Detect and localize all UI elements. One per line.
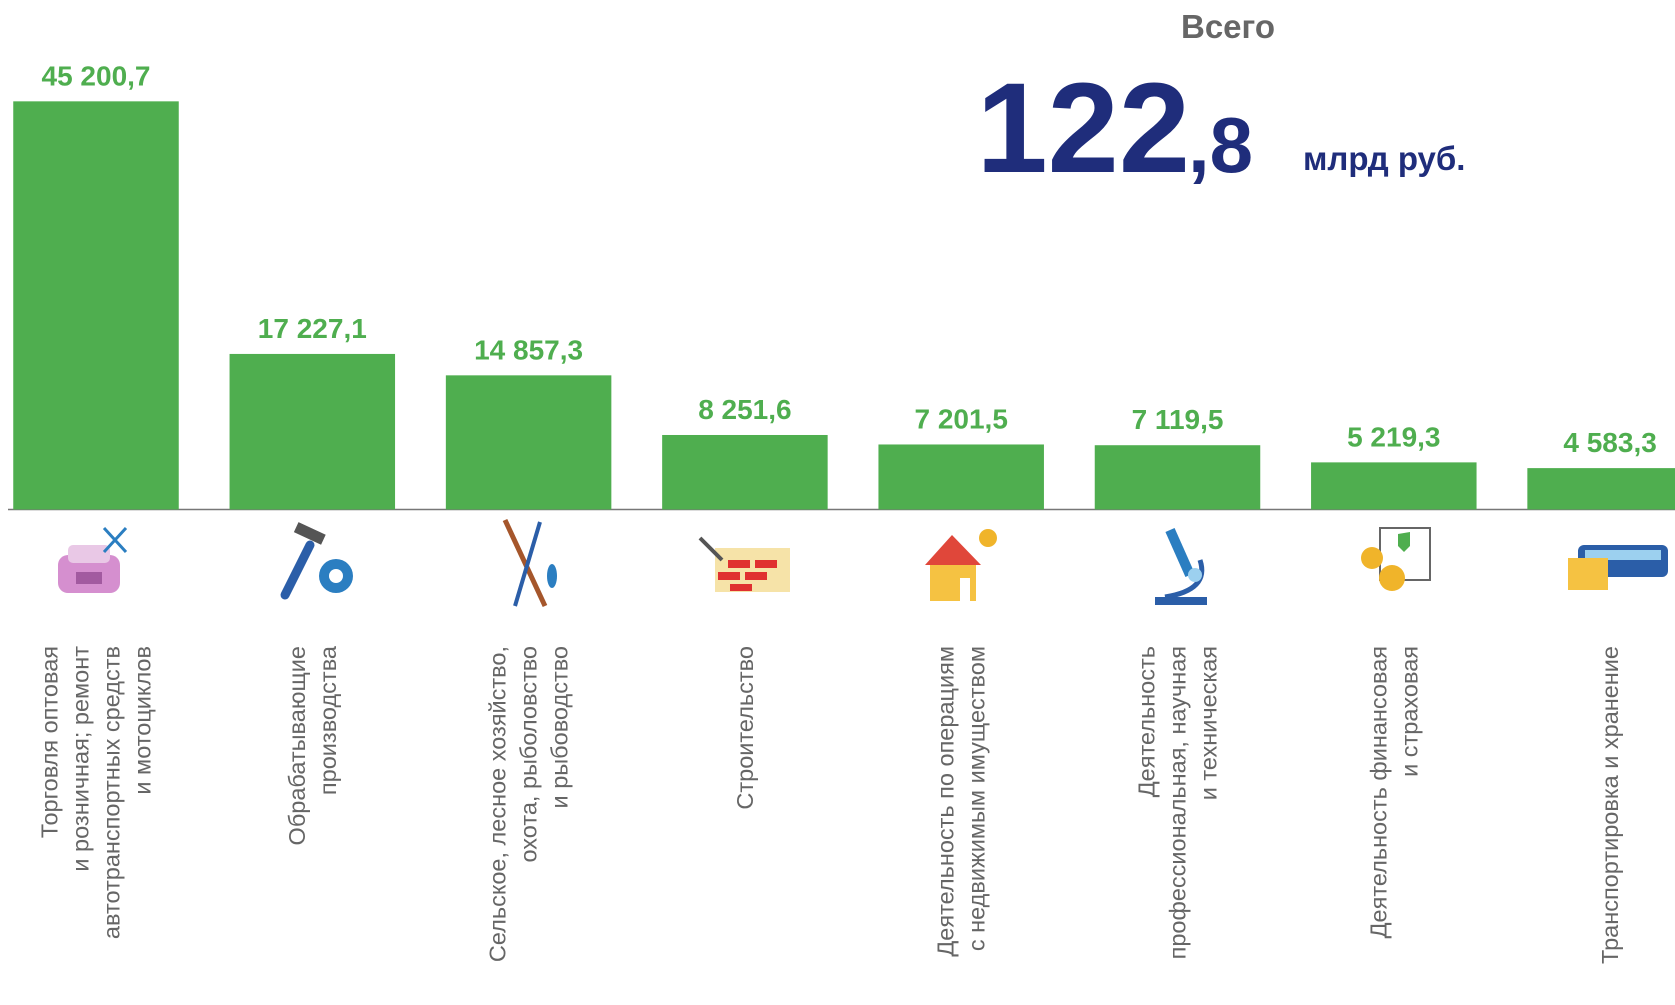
category-label: автотранспортных средств <box>99 646 125 939</box>
bar <box>446 375 611 509</box>
bar <box>230 354 395 510</box>
icon-finance <box>1361 528 1430 591</box>
value-label: 7 119,5 <box>1132 404 1224 435</box>
value-label: 8 251,6 <box>698 394 791 425</box>
bar <box>1527 468 1675 509</box>
category-label: Деятельность <box>1134 646 1160 797</box>
category-label: Обрабатывающие <box>284 646 310 845</box>
value-label: 4 583,3 <box>1563 427 1656 458</box>
category-label: Торговля оптовая <box>37 646 63 838</box>
category-label: Сельское, лесное хозяйство, <box>485 646 511 962</box>
category-label: Деятельность финансовая <box>1365 646 1391 938</box>
bar <box>1095 445 1261 509</box>
icon-transport <box>1568 545 1668 590</box>
bar <box>13 101 179 509</box>
category-label: и мотоциклов <box>130 646 156 795</box>
category-label: Строительство <box>732 646 758 810</box>
total-fraction: ,8 <box>1188 101 1253 189</box>
icon-microscope <box>1155 530 1207 605</box>
bar <box>1311 462 1477 509</box>
total-label: Всего <box>1181 8 1275 45</box>
bar <box>662 435 828 510</box>
category-label: и страховая <box>1396 646 1422 777</box>
total-unit: млрд руб. <box>1303 140 1465 177</box>
icon-tools <box>285 522 353 595</box>
total-integer: 122 <box>976 57 1190 200</box>
icon-car <box>58 528 126 593</box>
category-label: Деятельность по операциям <box>933 646 959 957</box>
icons <box>58 520 1668 606</box>
category-label: профессиональная, научная <box>1165 646 1191 959</box>
value-label: 14 857,3 <box>474 334 583 365</box>
category-label: производства <box>315 645 341 795</box>
value-label: 17 227,1 <box>258 313 367 344</box>
icon-bricks <box>700 538 790 592</box>
value-label: 7 201,5 <box>914 403 1007 434</box>
bar <box>878 444 1043 509</box>
value-label: 5 219,3 <box>1347 421 1440 452</box>
value-label: 45 200,7 <box>42 60 151 91</box>
category-label: и рыбоводство <box>547 646 573 808</box>
category-label: и розничная; ремонт <box>68 646 94 872</box>
category-label: охота, рыболовство <box>516 646 542 863</box>
category-label: и техническая <box>1196 646 1222 800</box>
category-label: с недвижимым имуществом <box>964 646 990 951</box>
icon-house <box>925 529 997 601</box>
chart: Всего 122 ,8 млрд руб. 45 200,7 Торговля … <box>0 0 1675 1005</box>
icon-fishing <box>505 520 557 606</box>
category-label: Транспортировка и хранение <box>1597 646 1623 964</box>
